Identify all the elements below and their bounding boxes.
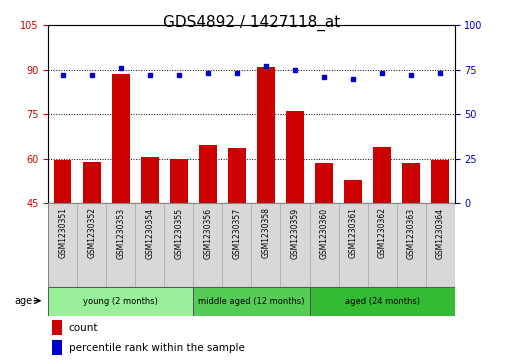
Bar	[309, 203, 338, 287]
Text: GSM1230354: GSM1230354	[145, 207, 154, 258]
Bar	[402, 163, 420, 203]
Text: GSM1230364: GSM1230364	[436, 207, 444, 258]
Bar	[170, 159, 187, 203]
Text: GSM1230359: GSM1230359	[291, 207, 300, 258]
Text: count: count	[69, 323, 98, 333]
Bar	[223, 203, 251, 287]
Bar	[397, 203, 426, 287]
Text: GDS4892 / 1427118_at: GDS4892 / 1427118_at	[163, 15, 340, 31]
Text: GSM1230355: GSM1230355	[174, 207, 183, 258]
Bar	[165, 203, 194, 287]
Bar	[426, 203, 455, 287]
Bar	[194, 203, 223, 287]
Bar	[228, 148, 246, 203]
Bar	[54, 160, 72, 203]
Text: age: age	[14, 296, 33, 306]
Text: GSM1230357: GSM1230357	[233, 207, 241, 258]
Bar	[48, 203, 77, 287]
Text: percentile rank within the sample: percentile rank within the sample	[69, 343, 244, 352]
Bar	[48, 287, 194, 316]
Bar	[315, 163, 333, 203]
Bar	[373, 147, 391, 203]
Text: GSM1230362: GSM1230362	[377, 207, 387, 258]
Bar	[368, 203, 397, 287]
Bar	[112, 74, 130, 203]
Bar	[257, 67, 275, 203]
Text: middle aged (12 months): middle aged (12 months)	[198, 297, 305, 306]
Text: GSM1230353: GSM1230353	[116, 207, 125, 258]
Text: GSM1230363: GSM1230363	[406, 207, 416, 258]
Bar	[52, 340, 62, 355]
Text: young (2 months): young (2 months)	[83, 297, 158, 306]
Bar	[338, 203, 368, 287]
Bar	[344, 180, 362, 203]
Bar	[106, 203, 135, 287]
Text: GSM1230352: GSM1230352	[87, 207, 97, 258]
Bar	[309, 287, 455, 316]
Bar	[83, 162, 101, 203]
Text: aged (24 months): aged (24 months)	[344, 297, 420, 306]
Bar	[251, 203, 280, 287]
Text: GSM1230351: GSM1230351	[58, 207, 67, 258]
Bar	[52, 320, 62, 335]
Text: GSM1230360: GSM1230360	[320, 207, 329, 258]
Bar	[194, 287, 309, 316]
Text: GSM1230356: GSM1230356	[203, 207, 212, 258]
Bar	[135, 203, 165, 287]
Bar	[141, 157, 158, 203]
Text: GSM1230358: GSM1230358	[262, 207, 270, 258]
Bar	[287, 111, 304, 203]
Bar	[199, 146, 216, 203]
Bar	[77, 203, 106, 287]
Bar	[280, 203, 309, 287]
Text: GSM1230361: GSM1230361	[348, 207, 358, 258]
Bar	[431, 160, 449, 203]
